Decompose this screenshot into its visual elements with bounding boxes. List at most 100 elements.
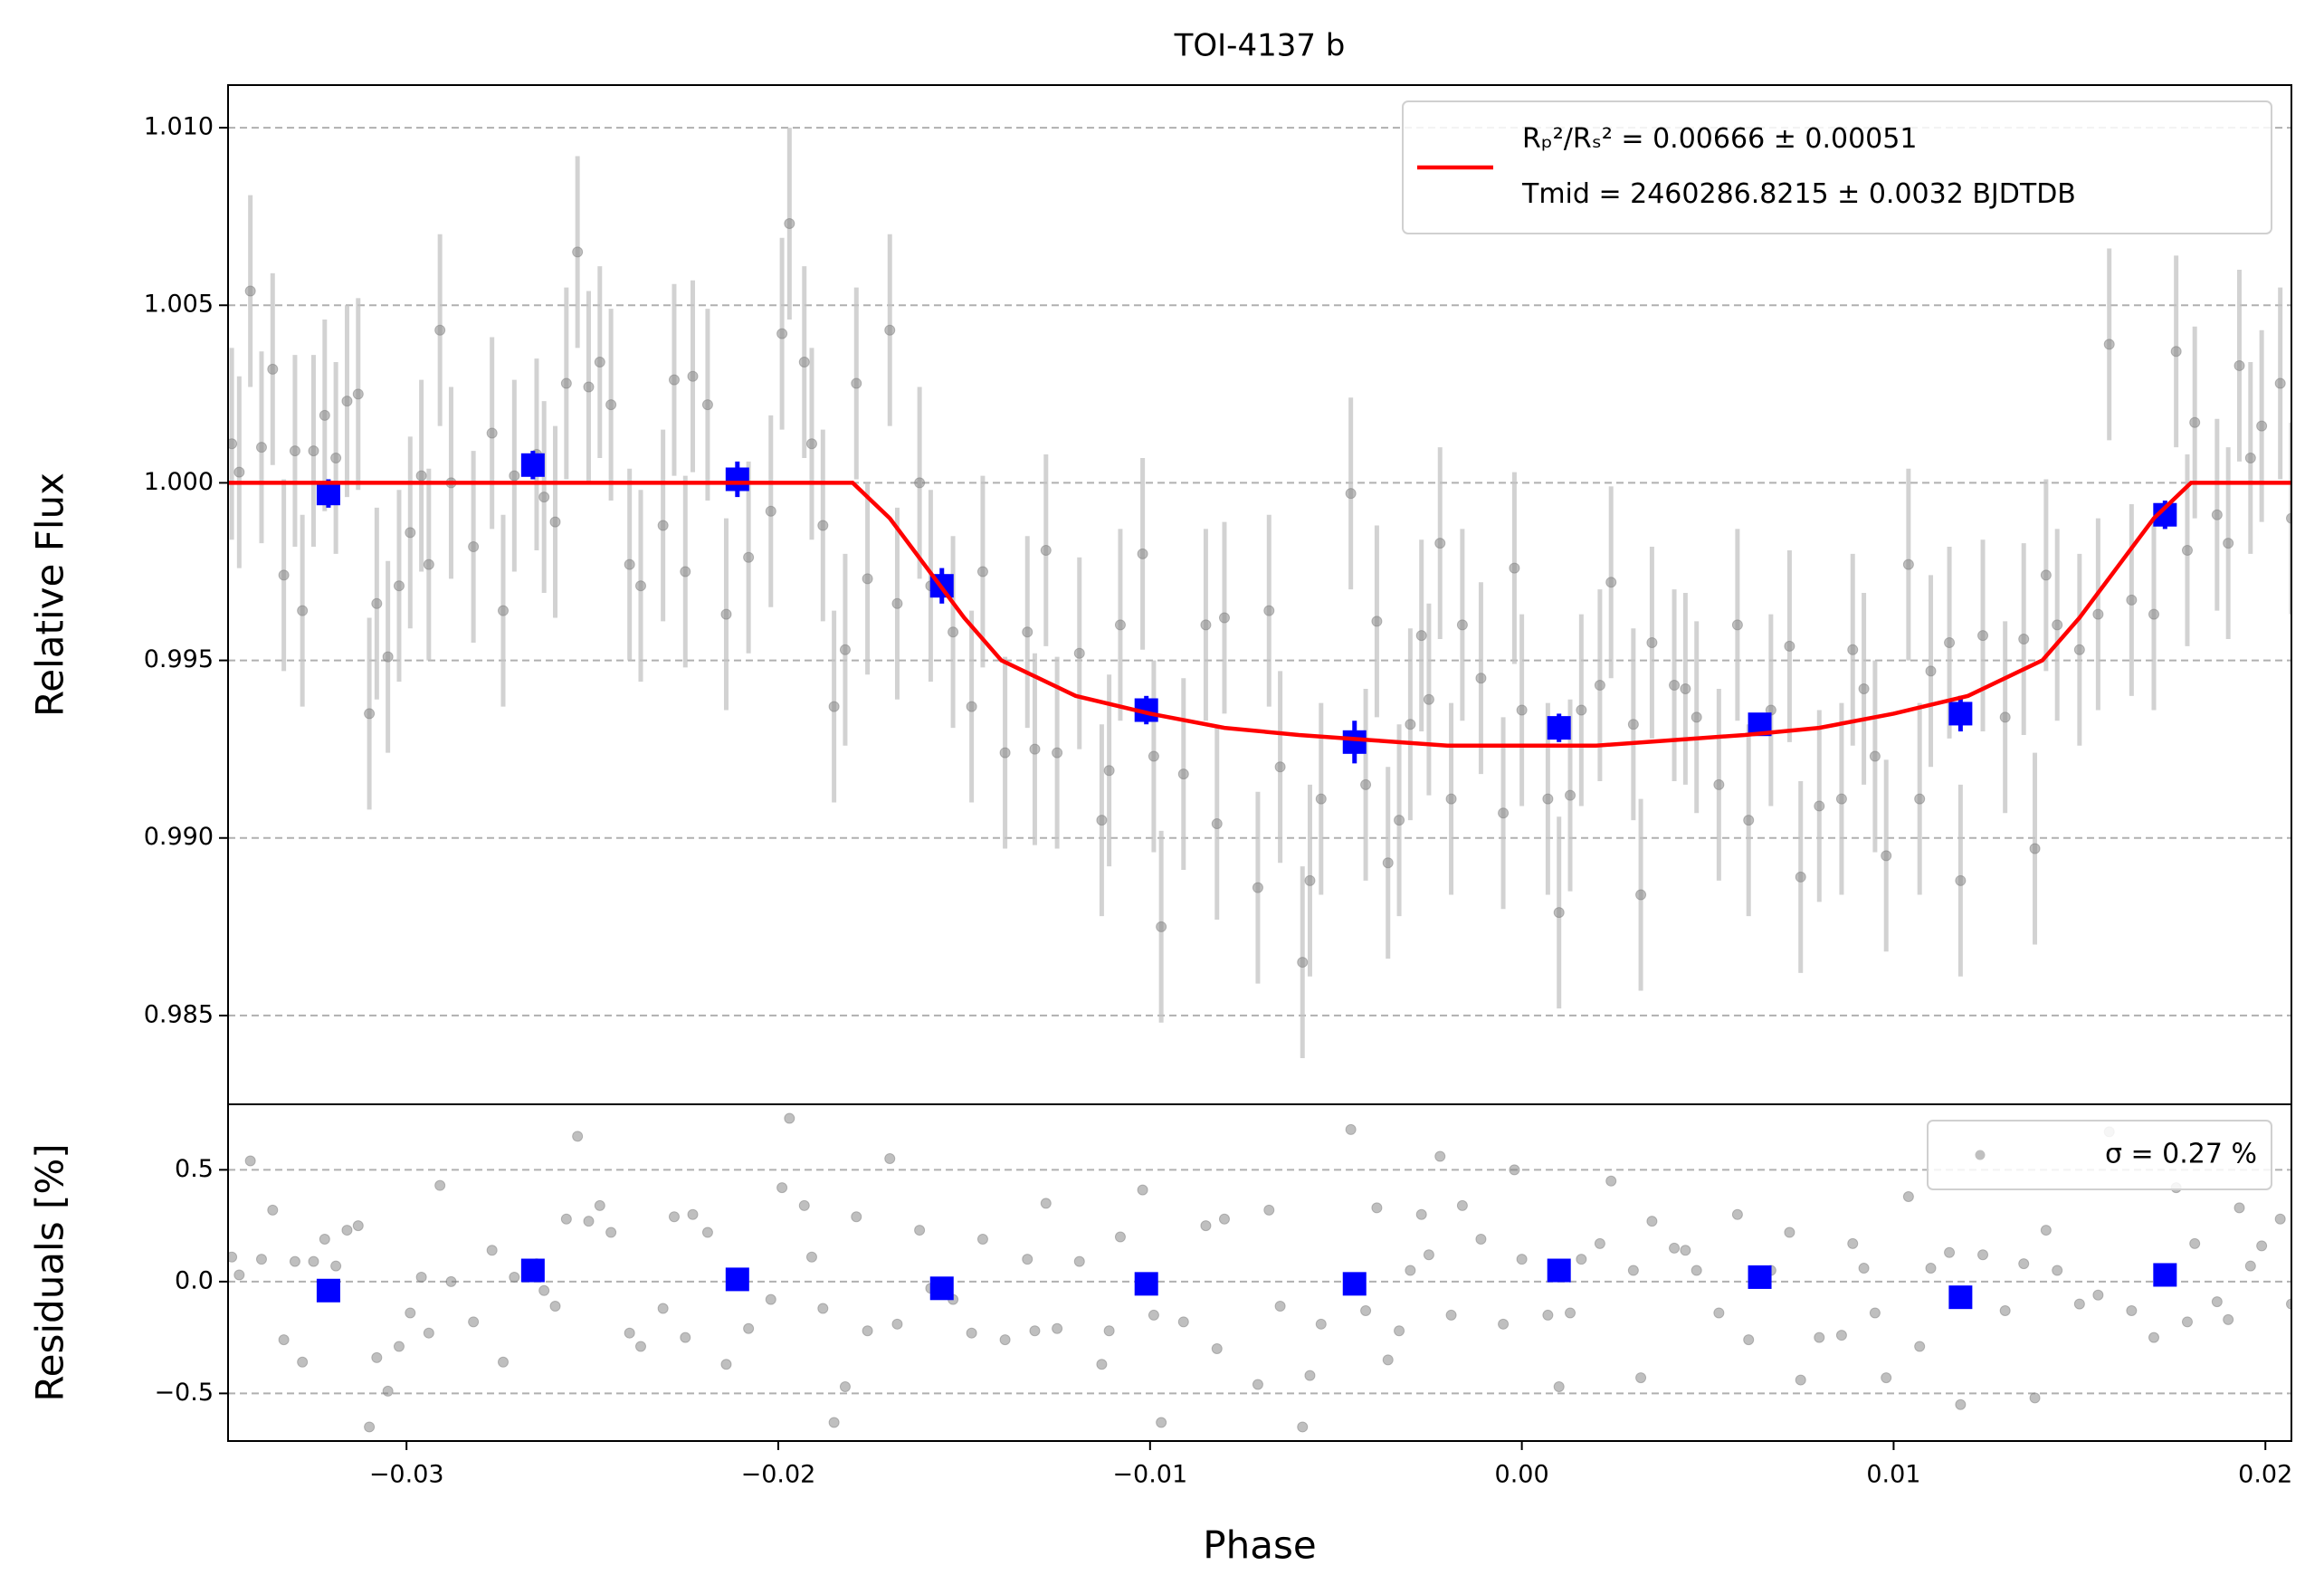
data-point (1073, 647, 1085, 659)
data-point (2092, 1289, 2104, 1301)
data-point (1784, 1227, 1795, 1238)
data-point (1977, 630, 1989, 642)
data-point (1218, 612, 1230, 624)
data-point (999, 1334, 1011, 1346)
data-point (1713, 778, 1725, 790)
data-point (1635, 889, 1647, 901)
data-point (966, 1327, 977, 1339)
data-point (2256, 420, 2268, 432)
y-tick-label: 0.990 (144, 823, 214, 851)
data-point (1423, 1249, 1434, 1261)
data-point (1835, 793, 1847, 805)
data-point (1955, 1398, 1967, 1410)
data-point (1297, 957, 1309, 969)
data-point (1156, 1417, 1167, 1428)
data-point (1405, 1265, 1416, 1276)
data-point (817, 520, 829, 531)
x-tick-label: −0.01 (1112, 1461, 1187, 1489)
data-point (255, 442, 267, 453)
data-point (289, 1255, 300, 1267)
data-point (687, 370, 699, 382)
data-point (352, 1220, 364, 1232)
data-point (784, 218, 795, 230)
data-point (1869, 750, 1881, 762)
data-point (1835, 1330, 1847, 1341)
data-point (891, 597, 903, 609)
data-point (2274, 1213, 2286, 1225)
data-point (330, 452, 342, 463)
binned-point (1948, 1285, 1973, 1310)
data-point (1881, 1372, 1892, 1384)
binned-point (316, 1278, 340, 1303)
data-point (509, 1271, 520, 1283)
legend-swatch (1975, 1150, 1986, 1160)
data-point (1542, 1309, 1554, 1321)
data-point (1315, 1318, 1327, 1330)
data-point (583, 381, 595, 393)
data-point (1073, 1255, 1085, 1267)
data-point (2092, 608, 2104, 620)
data-point (1040, 544, 1052, 556)
data-point (1814, 1332, 1825, 1343)
data-point (1029, 1325, 1041, 1337)
data-point (233, 1269, 245, 1281)
data-point (468, 541, 480, 553)
data-point (278, 569, 290, 581)
data-point (405, 1307, 416, 1319)
model-line (228, 481, 2291, 748)
data-point (267, 363, 279, 375)
data-point (2244, 452, 2256, 463)
binned-point (1748, 1265, 1772, 1289)
data-point (1680, 682, 1691, 694)
data-point (2274, 377, 2286, 389)
data-point (2073, 1298, 2085, 1310)
data-point (776, 1182, 788, 1194)
data-point (1605, 577, 1617, 588)
binned-point (1342, 730, 1367, 754)
data-point (862, 1325, 873, 1337)
y-tick-label: 1.005 (144, 291, 214, 319)
data-point (2244, 1260, 2256, 1272)
data-point (1177, 768, 1189, 780)
data-point (1315, 793, 1327, 805)
data-point (948, 626, 959, 638)
data-point (1475, 673, 1487, 684)
data-point (2126, 1304, 2138, 1316)
data-point (1415, 1208, 1427, 1220)
x-tick-label: 0.01 (1866, 1461, 1920, 1489)
data-point (1434, 538, 1446, 549)
data-point (635, 1341, 646, 1352)
data-point (1096, 815, 1108, 826)
chart-title: TOI-4137 b (1174, 28, 1346, 64)
data-point (594, 357, 605, 368)
data-point (1576, 704, 1587, 716)
data-point (1731, 1208, 1743, 1220)
data-point (765, 1293, 776, 1305)
data-point (765, 505, 776, 517)
x-tick-label: −0.03 (369, 1461, 444, 1489)
data-point (605, 399, 617, 411)
data-point (1498, 807, 1510, 819)
data-point (1669, 680, 1681, 692)
data-point (1218, 1213, 1230, 1225)
data-point (1858, 1263, 1870, 1274)
data-point (1405, 719, 1416, 730)
data-point (1252, 882, 1263, 893)
data-point (1594, 680, 1605, 692)
x-tick-label: 0.00 (1495, 1461, 1549, 1489)
data-point (1040, 1198, 1052, 1209)
data-point (1795, 871, 1806, 883)
data-point (1669, 1242, 1681, 1254)
data-point (594, 1199, 605, 1211)
data-point (1022, 1254, 1033, 1265)
data-point (1052, 747, 1063, 759)
data-point (1509, 562, 1520, 574)
data-point (486, 1245, 498, 1256)
data-point (1415, 630, 1427, 642)
data-point (1360, 778, 1372, 790)
data-point (1565, 1307, 1576, 1319)
data-point (839, 644, 851, 655)
data-point (228, 1251, 238, 1263)
data-point (1944, 1246, 1956, 1258)
